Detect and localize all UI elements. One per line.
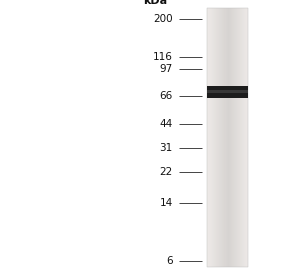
Bar: [247, 8, 248, 267]
Bar: [218, 8, 219, 267]
Text: 22: 22: [160, 167, 173, 177]
Bar: [208, 8, 209, 267]
Bar: [221, 8, 222, 267]
Bar: [222, 8, 223, 267]
Bar: [207, 8, 208, 267]
Bar: [237, 8, 238, 267]
Bar: [213, 8, 214, 267]
Text: kDa: kDa: [143, 0, 167, 6]
Bar: [244, 8, 245, 267]
Bar: [207, 90, 248, 93]
Text: 14: 14: [160, 198, 173, 208]
Bar: [238, 8, 240, 267]
Bar: [234, 8, 236, 267]
Bar: [212, 8, 213, 267]
Bar: [224, 8, 226, 267]
Text: 44: 44: [160, 119, 173, 129]
Bar: [209, 8, 210, 267]
Bar: [240, 8, 242, 267]
Text: 116: 116: [153, 52, 173, 62]
Text: 97: 97: [160, 64, 173, 74]
Bar: [214, 8, 215, 267]
Bar: [223, 8, 224, 267]
Bar: [242, 8, 244, 267]
Bar: [230, 8, 232, 267]
Bar: [246, 8, 247, 267]
Bar: [226, 8, 228, 267]
Text: 66: 66: [160, 91, 173, 101]
Bar: [207, 86, 248, 98]
Bar: [219, 8, 221, 267]
Text: 6: 6: [166, 256, 173, 266]
Bar: [233, 8, 234, 267]
Text: 31: 31: [160, 143, 173, 153]
Bar: [207, 8, 248, 267]
Bar: [211, 8, 212, 267]
Text: 200: 200: [153, 14, 173, 24]
Bar: [217, 8, 218, 267]
Bar: [210, 8, 211, 267]
Bar: [228, 8, 230, 267]
Bar: [215, 8, 217, 267]
Bar: [245, 8, 246, 267]
